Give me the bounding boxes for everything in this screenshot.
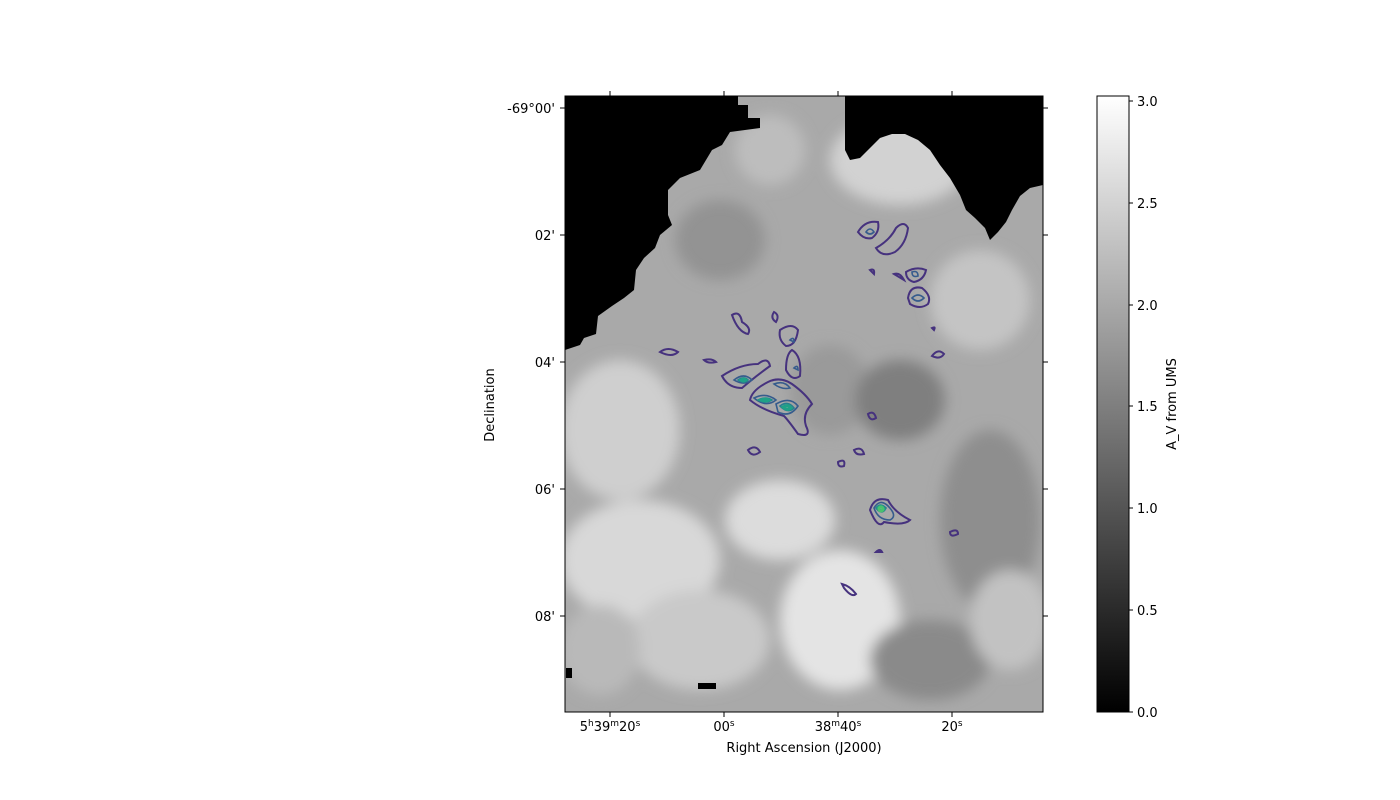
contour-level-2 <box>732 228 926 521</box>
y-axis-label: Declination <box>483 368 498 442</box>
x-axis-label: Right Ascension (J2000) <box>726 741 881 756</box>
colorbar-label: A_V from UMS <box>1165 358 1180 450</box>
y-tick-label: 02' <box>535 229 555 244</box>
colorbar <box>1096 95 1130 713</box>
no-data-speck <box>698 683 716 689</box>
x-tick-labels: 5h39m20s 00s 38m40s 20s <box>580 719 963 735</box>
contours <box>658 220 960 597</box>
colorbar-ticks <box>1129 100 1133 713</box>
x-tick-label: 38m40s <box>815 719 862 735</box>
contour-level-5 <box>877 505 885 513</box>
x-tick-label: 00s <box>713 719 735 735</box>
colorbar-tick-labels: 0.0 0.5 1.0 1.5 2.0 2.5 3.0 <box>1137 95 1158 721</box>
colorbar-tick-label: 2.5 <box>1137 197 1158 212</box>
colorbar-tick-label: 0.5 <box>1137 604 1158 619</box>
y-tick-labels: -69°00' 02' 04' 06' 08' <box>507 102 555 625</box>
map-frame <box>564 95 1044 713</box>
colorbar-tick-label: 3.0 <box>1137 95 1158 110</box>
y-tick-label: 06' <box>535 483 555 498</box>
extinction-map <box>565 96 1043 712</box>
y-tick-label: -69°00' <box>507 102 555 117</box>
colorbar-tick-label: 2.0 <box>1137 299 1158 314</box>
no-data-speck-left <box>566 668 572 678</box>
colorbar-tick-label: 0.0 <box>1137 706 1158 721</box>
y-tick-label: 04' <box>535 356 555 371</box>
y-tick-label: 08' <box>535 610 555 625</box>
colorbar-tick-label: 1.0 <box>1137 502 1158 517</box>
axis-ticks <box>560 91 1048 717</box>
x-tick-label: 20s <box>941 719 963 735</box>
colorbar-tick-label: 1.5 <box>1137 400 1158 415</box>
no-data-region <box>565 96 760 350</box>
contour-level-1 <box>658 220 960 597</box>
no-data-region-right <box>845 96 1043 240</box>
x-tick-label: 5h39m20s <box>580 719 641 735</box>
